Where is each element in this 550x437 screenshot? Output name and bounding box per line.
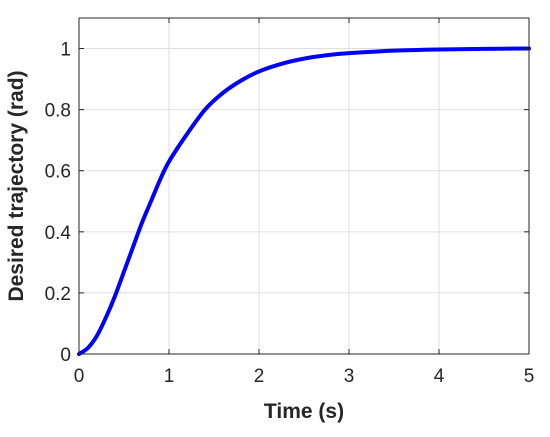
x-tick-label: 4 xyxy=(434,366,445,387)
plot-series xyxy=(77,46,531,356)
y-tick-label: 0.6 xyxy=(45,162,71,183)
y-axis-title: Desired trajectory (rad) xyxy=(5,70,28,301)
y-tick-label: 1 xyxy=(60,40,71,61)
x-axis-title: Time (s) xyxy=(264,400,344,423)
x-axis-ticks: 0 1 2 3 4 5 xyxy=(74,18,535,387)
y-tick-label: 0.2 xyxy=(45,284,71,305)
plot-frame xyxy=(78,17,530,355)
axes xyxy=(78,17,530,355)
grid-lines xyxy=(78,18,530,355)
x-tick-label: 2 xyxy=(254,366,265,387)
trajectory-series-line xyxy=(77,46,531,356)
x-tick-label: 1 xyxy=(164,366,175,387)
y-tick-label: 0.8 xyxy=(45,101,71,122)
y-tick-label: 0.4 xyxy=(45,223,72,244)
x-tick-label: 5 xyxy=(524,366,535,387)
x-tick-label: 0 xyxy=(74,366,85,387)
y-tick-label: 0 xyxy=(60,345,71,366)
y-axis-ticks: 0 0.2 0.4 0.6 0.8 1 xyxy=(45,40,529,366)
x-tick-label: 3 xyxy=(344,366,355,387)
